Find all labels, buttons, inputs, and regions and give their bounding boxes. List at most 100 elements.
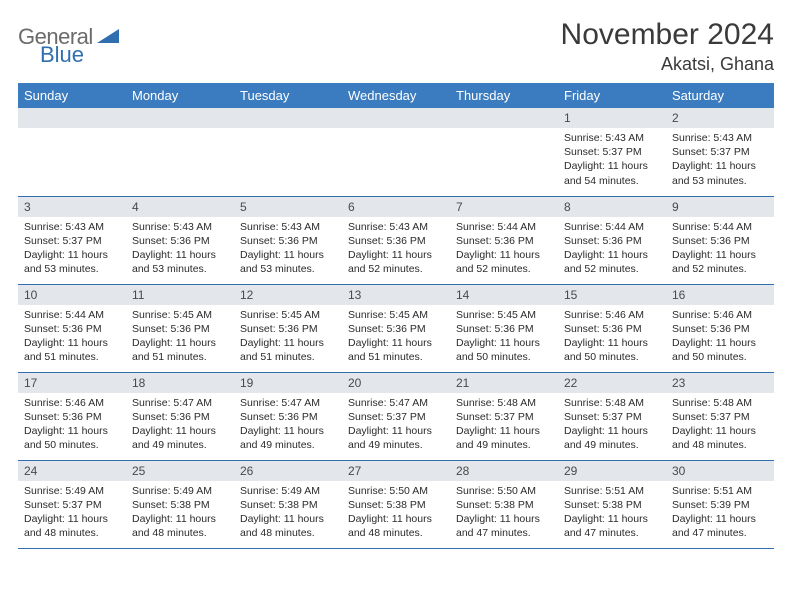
day-details: Sunrise: 5:46 AMSunset: 5:36 PMDaylight:… — [558, 305, 666, 369]
day-details: Sunrise: 5:49 AMSunset: 5:38 PMDaylight:… — [234, 481, 342, 545]
calendar-cell: 10Sunrise: 5:44 AMSunset: 5:36 PMDayligh… — [18, 284, 126, 372]
daylight-text: Daylight: 11 hours and 52 minutes. — [348, 248, 444, 276]
sunset-text: Sunset: 5:36 PM — [456, 234, 552, 248]
day-number: 24 — [18, 461, 126, 481]
calendar-cell: 6Sunrise: 5:43 AMSunset: 5:36 PMDaylight… — [342, 196, 450, 284]
sunset-text: Sunset: 5:37 PM — [672, 410, 768, 424]
daylight-text: Daylight: 11 hours and 51 minutes. — [24, 336, 120, 364]
day-number: 23 — [666, 373, 774, 393]
calendar-cell: 13Sunrise: 5:45 AMSunset: 5:36 PMDayligh… — [342, 284, 450, 372]
calendar-cell: 25Sunrise: 5:49 AMSunset: 5:38 PMDayligh… — [126, 460, 234, 548]
sunset-text: Sunset: 5:36 PM — [456, 322, 552, 336]
calendar-cell: 14Sunrise: 5:45 AMSunset: 5:36 PMDayligh… — [450, 284, 558, 372]
daylight-text: Daylight: 11 hours and 52 minutes. — [564, 248, 660, 276]
sunrise-text: Sunrise: 5:44 AM — [672, 220, 768, 234]
calendar-cell: 21Sunrise: 5:48 AMSunset: 5:37 PMDayligh… — [450, 372, 558, 460]
daylight-text: Daylight: 11 hours and 52 minutes. — [456, 248, 552, 276]
sunrise-text: Sunrise: 5:50 AM — [348, 484, 444, 498]
daylight-text: Daylight: 11 hours and 52 minutes. — [672, 248, 768, 276]
sunrise-text: Sunrise: 5:48 AM — [564, 396, 660, 410]
calendar-week: 1Sunrise: 5:43 AMSunset: 5:37 PMDaylight… — [18, 108, 774, 196]
day-details: Sunrise: 5:43 AMSunset: 5:36 PMDaylight:… — [126, 217, 234, 281]
sunrise-text: Sunrise: 5:49 AM — [24, 484, 120, 498]
day-number: 1 — [558, 108, 666, 128]
daylight-text: Daylight: 11 hours and 49 minutes. — [240, 424, 336, 452]
calendar-cell: 1Sunrise: 5:43 AMSunset: 5:37 PMDaylight… — [558, 108, 666, 196]
day-details: Sunrise: 5:50 AMSunset: 5:38 PMDaylight:… — [342, 481, 450, 545]
calendar-cell: 9Sunrise: 5:44 AMSunset: 5:36 PMDaylight… — [666, 196, 774, 284]
sunrise-text: Sunrise: 5:47 AM — [348, 396, 444, 410]
location: Akatsi, Ghana — [561, 54, 774, 75]
day-number: 3 — [18, 197, 126, 217]
calendar-cell: 7Sunrise: 5:44 AMSunset: 5:36 PMDaylight… — [450, 196, 558, 284]
sunrise-text: Sunrise: 5:47 AM — [240, 396, 336, 410]
day-number: 2 — [666, 108, 774, 128]
calendar-cell: 17Sunrise: 5:46 AMSunset: 5:36 PMDayligh… — [18, 372, 126, 460]
day-number — [234, 108, 342, 128]
calendar-cell: 3Sunrise: 5:43 AMSunset: 5:37 PMDaylight… — [18, 196, 126, 284]
day-number: 15 — [558, 285, 666, 305]
calendar-week: 3Sunrise: 5:43 AMSunset: 5:37 PMDaylight… — [18, 196, 774, 284]
sunset-text: Sunset: 5:36 PM — [348, 322, 444, 336]
calendar-cell: 22Sunrise: 5:48 AMSunset: 5:37 PMDayligh… — [558, 372, 666, 460]
sunrise-text: Sunrise: 5:45 AM — [240, 308, 336, 322]
calendar-week: 24Sunrise: 5:49 AMSunset: 5:37 PMDayligh… — [18, 460, 774, 548]
sunrise-text: Sunrise: 5:47 AM — [132, 396, 228, 410]
sunset-text: Sunset: 5:38 PM — [564, 498, 660, 512]
sunset-text: Sunset: 5:36 PM — [672, 322, 768, 336]
sunrise-text: Sunrise: 5:46 AM — [24, 396, 120, 410]
sunrise-text: Sunrise: 5:50 AM — [456, 484, 552, 498]
daylight-text: Daylight: 11 hours and 49 minutes. — [456, 424, 552, 452]
day-details: Sunrise: 5:45 AMSunset: 5:36 PMDaylight:… — [342, 305, 450, 369]
day-details: Sunrise: 5:46 AMSunset: 5:36 PMDaylight:… — [18, 393, 126, 457]
calendar-cell — [234, 108, 342, 196]
day-number: 25 — [126, 461, 234, 481]
calendar-cell: 27Sunrise: 5:50 AMSunset: 5:38 PMDayligh… — [342, 460, 450, 548]
day-number: 26 — [234, 461, 342, 481]
calendar-cell: 16Sunrise: 5:46 AMSunset: 5:36 PMDayligh… — [666, 284, 774, 372]
day-header: Saturday — [666, 83, 774, 108]
day-details: Sunrise: 5:43 AMSunset: 5:37 PMDaylight:… — [666, 128, 774, 192]
sunset-text: Sunset: 5:37 PM — [564, 145, 660, 159]
day-number: 7 — [450, 197, 558, 217]
daylight-text: Daylight: 11 hours and 53 minutes. — [672, 159, 768, 187]
day-details: Sunrise: 5:44 AMSunset: 5:36 PMDaylight:… — [18, 305, 126, 369]
calendar-cell: 18Sunrise: 5:47 AMSunset: 5:36 PMDayligh… — [126, 372, 234, 460]
sunrise-text: Sunrise: 5:46 AM — [672, 308, 768, 322]
sunset-text: Sunset: 5:36 PM — [240, 234, 336, 248]
sunrise-text: Sunrise: 5:49 AM — [132, 484, 228, 498]
sunset-text: Sunset: 5:38 PM — [132, 498, 228, 512]
calendar-cell — [342, 108, 450, 196]
day-header: Tuesday — [234, 83, 342, 108]
sunset-text: Sunset: 5:37 PM — [24, 234, 120, 248]
day-details: Sunrise: 5:49 AMSunset: 5:37 PMDaylight:… — [18, 481, 126, 545]
sunset-text: Sunset: 5:38 PM — [348, 498, 444, 512]
day-number — [126, 108, 234, 128]
daylight-text: Daylight: 11 hours and 49 minutes. — [564, 424, 660, 452]
calendar-cell: 15Sunrise: 5:46 AMSunset: 5:36 PMDayligh… — [558, 284, 666, 372]
daylight-text: Daylight: 11 hours and 53 minutes. — [132, 248, 228, 276]
day-number: 22 — [558, 373, 666, 393]
sunrise-text: Sunrise: 5:43 AM — [672, 131, 768, 145]
sunset-text: Sunset: 5:36 PM — [132, 322, 228, 336]
daylight-text: Daylight: 11 hours and 53 minutes. — [24, 248, 120, 276]
day-number: 6 — [342, 197, 450, 217]
daylight-text: Daylight: 11 hours and 48 minutes. — [24, 512, 120, 540]
daylight-text: Daylight: 11 hours and 48 minutes. — [672, 424, 768, 452]
sunset-text: Sunset: 5:37 PM — [348, 410, 444, 424]
day-header: Friday — [558, 83, 666, 108]
day-number: 4 — [126, 197, 234, 217]
sunset-text: Sunset: 5:36 PM — [240, 322, 336, 336]
daylight-text: Daylight: 11 hours and 50 minutes. — [456, 336, 552, 364]
sunset-text: Sunset: 5:36 PM — [132, 410, 228, 424]
day-number: 16 — [666, 285, 774, 305]
sunrise-text: Sunrise: 5:45 AM — [132, 308, 228, 322]
daylight-text: Daylight: 11 hours and 51 minutes. — [348, 336, 444, 364]
day-header-row: Sunday Monday Tuesday Wednesday Thursday… — [18, 83, 774, 108]
sunrise-text: Sunrise: 5:48 AM — [456, 396, 552, 410]
daylight-text: Daylight: 11 hours and 48 minutes. — [240, 512, 336, 540]
sunset-text: Sunset: 5:37 PM — [672, 145, 768, 159]
day-details: Sunrise: 5:45 AMSunset: 5:36 PMDaylight:… — [234, 305, 342, 369]
day-details: Sunrise: 5:48 AMSunset: 5:37 PMDaylight:… — [450, 393, 558, 457]
calendar-cell — [18, 108, 126, 196]
